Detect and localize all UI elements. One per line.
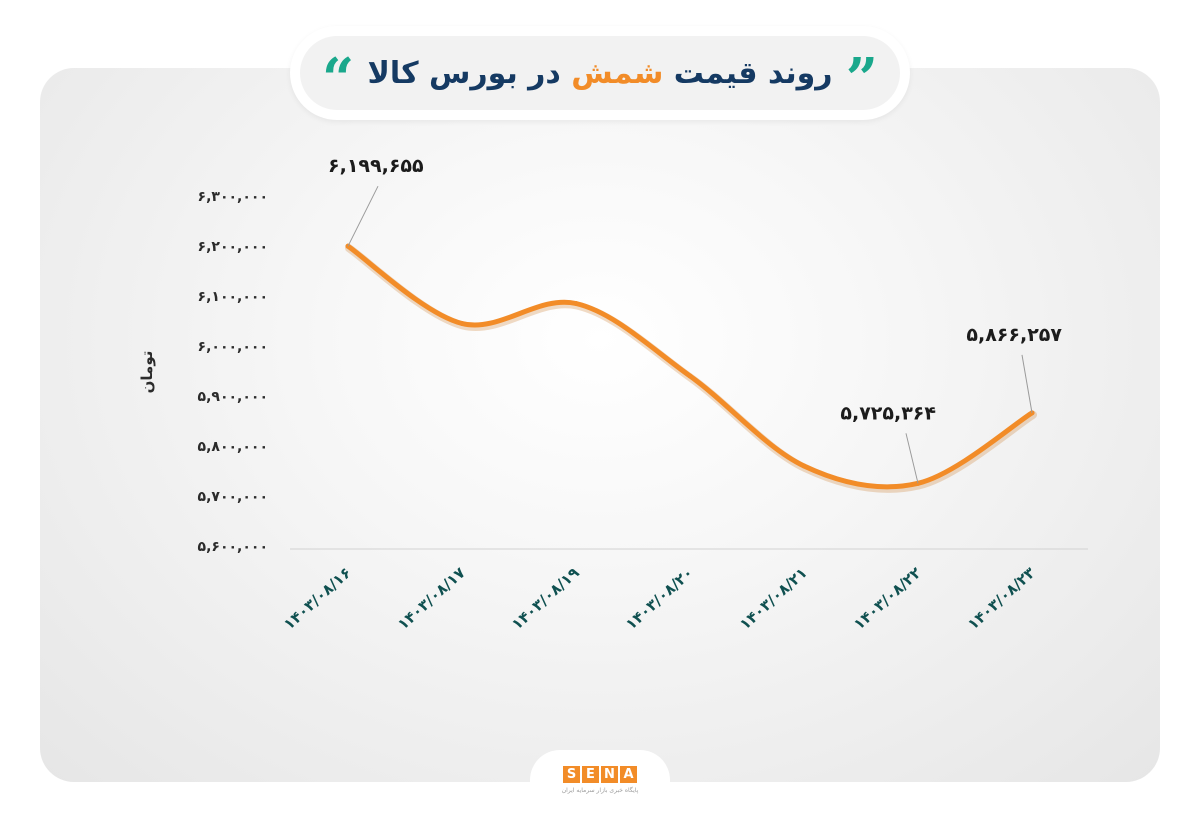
y-tick-label: ۶,۰۰۰,۰۰۰ — [198, 339, 268, 355]
x-axis-ticks: ۱۴۰۳/۰۸/۱۶ ۱۴۰۳/۰۸/۱۷ ۱۴۰۳/۰۸/۱۹ ۱۴۰۳/۰۸/۲۰… — [280, 564, 1039, 634]
data-label-leader — [347, 185, 379, 247]
logo-caption: پایگاه خبری بازار سرمایه ایران — [561, 787, 639, 794]
series-line-shadow — [345, 244, 1037, 493]
y-tick-label: ۶,۱۰۰,۰۰۰ — [198, 289, 268, 305]
x-tick-label: ۱۴۰۳/۰۸/۱۹ — [508, 564, 583, 634]
x-tick-label: ۱۴۰۳/۰۸/۲۱ — [736, 564, 811, 634]
data-label: ۵,۸۶۶,۲۵۷ — [966, 324, 1062, 346]
logo-letter: S — [563, 766, 580, 783]
y-tick-label: ۵,۹۰۰,۰۰۰ — [198, 389, 268, 405]
title-highlight: شمش — [571, 55, 664, 91]
logo-letter: N — [601, 766, 618, 783]
series-group — [345, 243, 1037, 493]
close-quote-icon: ” — [845, 51, 878, 95]
y-tick-label: ۶,۲۰۰,۰۰۰ — [198, 239, 268, 255]
data-point — [459, 321, 465, 326]
y-tick-label: ۵,۶۰۰,۰۰۰ — [198, 539, 268, 555]
chart-title: روند قیمت شمش در بورس کالا — [367, 56, 832, 91]
x-tick-label: ۱۴۰۳/۰۸/۲۰ — [622, 564, 697, 634]
data-point — [687, 373, 693, 379]
data-point — [573, 301, 579, 306]
y-axis-ticks: ۵,۶۰۰,۰۰۰ ۵,۷۰۰,۰۰۰ ۵,۸۰۰,۰۰۰ ۵,۹۰۰,۰۰۰ ۶,۰۰… — [198, 189, 268, 555]
data-point — [801, 463, 807, 469]
y-tick-label: ۶,۳۰۰,۰۰۰ — [198, 189, 268, 205]
x-tick-label: ۱۴۰۳/۰۸/۲۲ — [850, 564, 925, 634]
data-label-leader — [1021, 354, 1033, 413]
title-part1: روند قیمت — [673, 55, 833, 91]
sena-logo: S E N A پایگاه خبری بازار سرمایه ایران — [530, 750, 670, 810]
chart-card — [40, 68, 1160, 782]
logo-letters: S E N A — [563, 766, 637, 783]
x-tick-label: ۱۴۰۳/۰۸/۱۶ — [280, 564, 355, 634]
title-bar: “ روند قیمت شمش در بورس کالا ” — [300, 36, 900, 110]
data-label: ۶,۱۹۹,۶۵۵ — [328, 155, 424, 177]
title-part2: در بورس کالا — [367, 55, 561, 91]
data-label-leader — [905, 433, 919, 484]
y-axis-label: تومان — [138, 351, 156, 394]
x-tick-label: ۱۴۰۳/۰۸/۲۳ — [964, 564, 1039, 634]
logo-letter: A — [620, 766, 637, 783]
logo-letter: E — [582, 766, 599, 783]
y-tick-label: ۵,۷۰۰,۰۰۰ — [198, 489, 268, 505]
open-quote-icon: “ — [322, 51, 355, 95]
series-line — [345, 243, 1035, 490]
data-label: ۵,۷۲۵,۳۶۴ — [840, 402, 936, 424]
x-tick-label: ۱۴۰۳/۰۸/۱۷ — [394, 564, 469, 634]
data-labels: ۶,۱۹۹,۶۵۵ ۵,۷۲۵,۳۶۴ ۵,۸۶۶,۲۵۷ — [328, 155, 1062, 484]
y-tick-label: ۵,۸۰۰,۰۰۰ — [198, 439, 268, 455]
